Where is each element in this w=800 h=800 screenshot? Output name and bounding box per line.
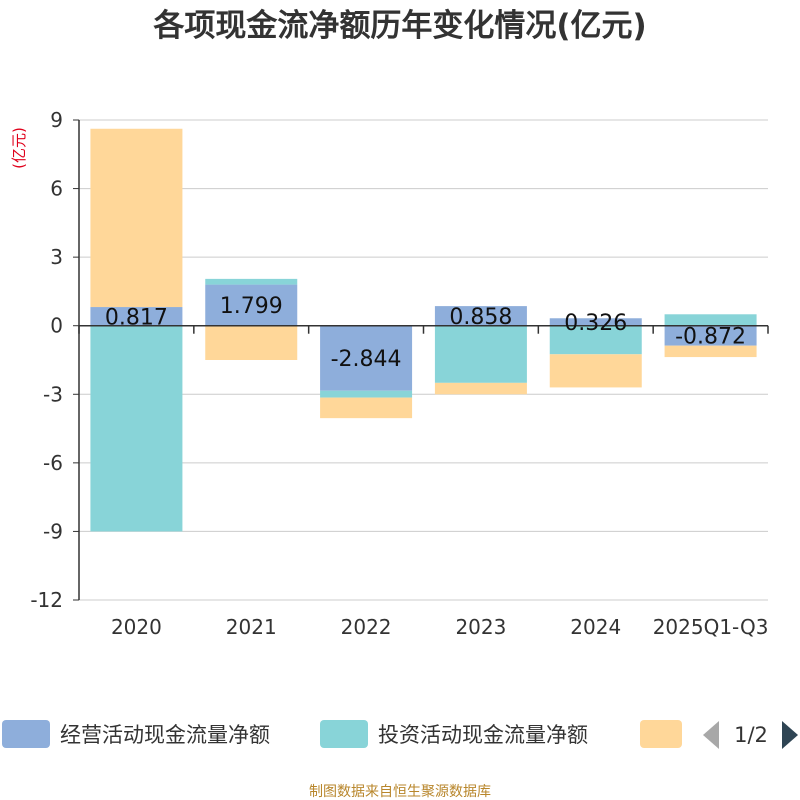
- legend-label-operating[interactable]: 经营活动现金流量净额: [60, 723, 270, 747]
- y-tick-label: -3: [43, 382, 63, 406]
- data-labels: 0.817 1.799 -2.844 0.858 0.326 -0.872: [105, 294, 746, 372]
- data-label: 0.326: [564, 311, 627, 336]
- bar-series2-2024[interactable]: [549, 325, 642, 355]
- data-label: 0.817: [105, 305, 168, 330]
- data-label: -2.844: [331, 347, 402, 372]
- data-label: 1.799: [220, 294, 283, 319]
- chart-title: 各项现金流净额历年变化情况(亿元): [152, 8, 646, 44]
- triangle-left-icon[interactable]: [703, 721, 719, 749]
- bar-series1-2023[interactable]: [434, 306, 527, 326]
- y-tick-label: -6: [43, 451, 63, 475]
- bar-series3-2023[interactable]: [434, 382, 527, 395]
- bar-series3-2024[interactable]: [549, 354, 642, 388]
- bar-series3-2021[interactable]: [205, 325, 298, 360]
- x-tick-label: 2024: [570, 615, 621, 639]
- bar-series3-2022[interactable]: [320, 397, 413, 419]
- y-tick-label: 6: [50, 177, 63, 201]
- legend-swatch-investing[interactable]: [320, 720, 368, 748]
- x-tick-label: 2021: [226, 615, 277, 639]
- y-tick-label: 3: [50, 245, 63, 269]
- x-tick-label: 2022: [341, 615, 392, 639]
- y-tick-label: 0: [50, 314, 63, 338]
- bar-series1-2021[interactable]: [205, 284, 298, 326]
- x-axis-ticks: 2020 2021 2022 2023 2024 2025Q1-Q3: [111, 615, 769, 639]
- y-tick-label: -12: [30, 588, 63, 612]
- bar-series2-2023[interactable]: [434, 325, 527, 383]
- y-tick-label: 9: [50, 108, 63, 132]
- x-tick-label: 2025Q1-Q3: [653, 615, 769, 639]
- x-tick-label: 2020: [111, 615, 162, 639]
- legend-label-investing[interactable]: 投资活动现金流量净额: [378, 723, 588, 747]
- bar-series3-2025Q1-Q3[interactable]: [664, 345, 757, 358]
- data-label: 0.858: [449, 305, 512, 330]
- y-axis-unit: (亿元): [10, 127, 28, 169]
- data-label: -0.872: [675, 325, 746, 350]
- bar-series2-2025Q1-Q3[interactable]: [664, 314, 757, 326]
- bar-series1-2025Q1-Q3[interactable]: [664, 325, 757, 346]
- bars: [90, 128, 757, 532]
- legend-swatch-financing[interactable]: [640, 720, 682, 748]
- bar-series3-2020[interactable]: [90, 128, 183, 308]
- x-tick-label: 2023: [455, 615, 506, 639]
- axes: [78, 120, 769, 600]
- bar-series1-2020[interactable]: [90, 307, 183, 326]
- legend: 经营活动现金流量净额 投资活动现金流量净额 1/2: [2, 720, 798, 749]
- bar-series1-2022[interactable]: [320, 325, 413, 391]
- data-source-note: 制图数据来自恒生聚源数据库: [309, 784, 491, 800]
- y-axis-ticks: 9 6 3 0 -3 -6 -9 -12: [30, 108, 79, 612]
- bar-series2-2021[interactable]: [205, 278, 298, 285]
- legend-swatch-operating[interactable]: [2, 720, 50, 748]
- bar-series2-2022[interactable]: [320, 390, 413, 398]
- legend-page-indicator: 1/2: [734, 723, 768, 747]
- bar-series1-2024[interactable]: [549, 318, 642, 326]
- y-tick-label: -9: [43, 519, 63, 543]
- triangle-right-icon[interactable]: [782, 721, 798, 749]
- bar-series2-2020[interactable]: [90, 325, 183, 532]
